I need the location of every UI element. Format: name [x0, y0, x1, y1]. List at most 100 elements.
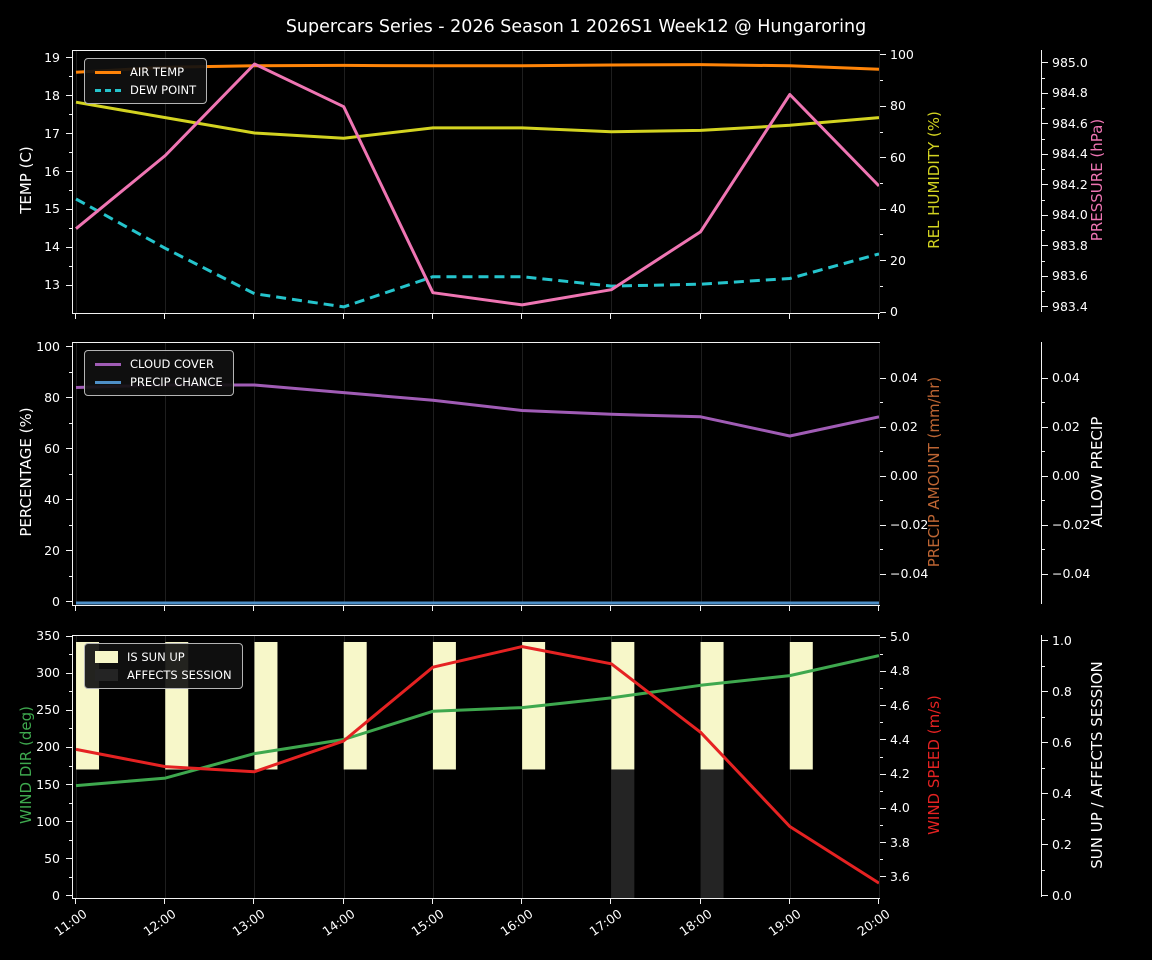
is-sun-up-bar [254, 641, 278, 770]
y-tick-mark [880, 260, 886, 262]
x-tick-mark [342, 313, 344, 319]
y-tick-mark [1042, 691, 1048, 693]
gridline [879, 343, 880, 605]
y-minor-tick [69, 152, 72, 154]
y-minor-tick [1042, 260, 1045, 262]
y-minor-tick [1042, 665, 1045, 667]
gridline [879, 51, 880, 313]
legend-item: CLOUD COVER [95, 357, 223, 371]
axis-title: PRECIP AMOUNT (mm/hr) [925, 376, 943, 568]
y-tick-mark [880, 636, 886, 638]
y-minor-tick [69, 227, 72, 229]
y-minor-tick [880, 859, 883, 861]
y-tick-mark [1042, 214, 1048, 216]
y-tick-label: 250 [36, 702, 60, 718]
y-minor-tick [69, 473, 72, 475]
y-tick-label: 4.4 [890, 731, 910, 747]
gridline [700, 51, 702, 313]
y-tick-label: 0.04 [890, 370, 918, 386]
legend: IS SUN UP AFFECTS SESSION [84, 643, 243, 689]
y-tick-mark [1042, 184, 1048, 186]
y-minor-tick [1042, 402, 1045, 404]
y-tick-label: 40 [44, 491, 60, 507]
y-tick-mark [66, 208, 72, 210]
y-tick-mark [66, 448, 72, 450]
y-tick-label: 17 [44, 125, 60, 141]
x-tick-mark [164, 605, 166, 611]
secondary-axis-spine [1041, 50, 1042, 312]
y-tick-label: 350 [36, 628, 60, 643]
axis-title: REL HUMIDITY (%) [925, 111, 943, 249]
y-minor-tick [880, 500, 883, 502]
y-minor-tick [1042, 169, 1045, 171]
y-tick-mark [880, 54, 886, 56]
legend-label: PRECIP CHANCE [130, 375, 223, 389]
gridline [165, 343, 167, 605]
y-minor-tick [1042, 108, 1045, 110]
gridline [522, 51, 524, 313]
y-minor-tick [880, 687, 883, 689]
y-tick-mark [66, 397, 72, 399]
y-tick-mark [66, 672, 72, 674]
y-minor-tick [69, 839, 72, 841]
x-tick-label: 16:00 [497, 906, 536, 939]
y-tick-mark [66, 895, 72, 897]
y-tick-label: 984.4 [1052, 146, 1088, 162]
chart-title: Supercars Series - 2026 Season 1 2026S1 … [285, 17, 867, 37]
secondary-axis-spine [1041, 635, 1042, 897]
x-tick-mark [164, 898, 166, 904]
y-minor-tick [69, 76, 72, 78]
x-tick-label: 14:00 [319, 906, 358, 939]
y-tick-label: 60 [890, 149, 906, 165]
y-tick-mark [880, 739, 886, 741]
affects-session-bar [611, 769, 635, 898]
is-sun-up-bar [432, 641, 456, 770]
y-minor-tick [880, 80, 883, 82]
gridline [611, 51, 613, 313]
y-tick-label: 100 [36, 338, 60, 354]
x-tick-mark [521, 605, 523, 611]
gridline [76, 51, 78, 313]
x-tick-mark [878, 898, 879, 904]
y-minor-tick [1042, 818, 1045, 820]
y-minor-tick [880, 402, 883, 404]
y-tick-label: 14 [44, 239, 60, 255]
y-tick-label: 1.0 [1052, 632, 1072, 648]
gridline [879, 636, 880, 898]
y-tick-label: 16 [44, 163, 60, 179]
x-tick-label: 11:00 [51, 906, 90, 939]
y-tick-mark [1042, 245, 1048, 247]
y-tick-mark [880, 705, 886, 707]
y-tick-label: 3.8 [890, 834, 910, 850]
y-minor-tick [69, 422, 72, 424]
gridline [789, 343, 791, 605]
pressure-line [75, 62, 879, 307]
gridline [522, 343, 524, 605]
x-tick-mark [699, 313, 701, 319]
x-tick-mark [610, 313, 612, 319]
y-tick-mark [880, 311, 886, 313]
legend-label: CLOUD COVER [130, 357, 215, 371]
plot-canvas [75, 62, 879, 309]
legend-label: AFFECTS SESSION [127, 668, 232, 682]
y-tick-mark [1042, 62, 1048, 64]
y-tick-mark [880, 773, 886, 775]
y-minor-tick [1042, 869, 1045, 871]
y-tick-label: 0.0 [1052, 887, 1072, 903]
y-tick-mark [1042, 275, 1048, 277]
axis-title: PERCENTAGE (%) [17, 407, 35, 537]
y-minor-tick [69, 876, 72, 878]
y-tick-mark [1042, 793, 1048, 795]
y-tick-mark [66, 709, 72, 711]
y-tick-mark [1042, 426, 1048, 428]
rel-humidity-line [75, 100, 879, 140]
x-tick-label: 17:00 [586, 906, 625, 939]
y-tick-label: 983.8 [1052, 237, 1088, 253]
y-tick-label: 0.00 [890, 468, 918, 484]
x-tick-mark [253, 313, 255, 319]
axis-title: ALLOW PRECIP [1088, 416, 1106, 528]
x-tick-mark [699, 605, 701, 611]
y-tick-label: 4.0 [890, 800, 910, 816]
y-minor-tick [1042, 199, 1045, 201]
x-tick-label: 12:00 [140, 906, 179, 939]
